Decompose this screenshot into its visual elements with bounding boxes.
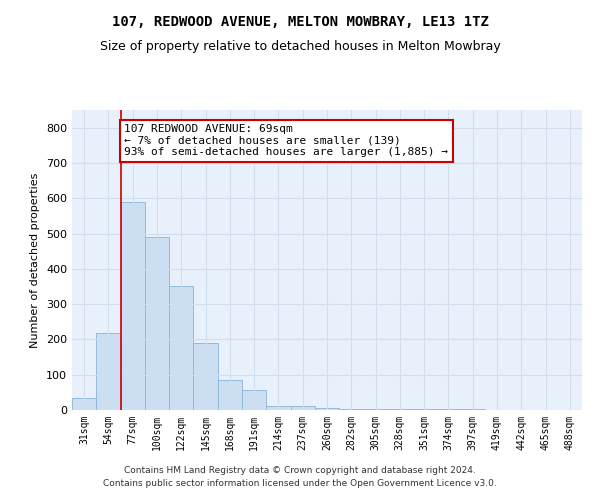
Bar xyxy=(461,409,485,410)
Text: Contains HM Land Registry data © Crown copyright and database right 2024.
Contai: Contains HM Land Registry data © Crown c… xyxy=(103,466,497,487)
Bar xyxy=(218,380,242,410)
Bar xyxy=(290,406,315,410)
Text: 107 REDWOOD AVENUE: 69sqm
← 7% of detached houses are smaller (139)
93% of semi-: 107 REDWOOD AVENUE: 69sqm ← 7% of detach… xyxy=(124,124,448,158)
Bar xyxy=(266,406,290,410)
Y-axis label: Number of detached properties: Number of detached properties xyxy=(31,172,40,348)
Text: 107, REDWOOD AVENUE, MELTON MOWBRAY, LE13 1TZ: 107, REDWOOD AVENUE, MELTON MOWBRAY, LE1… xyxy=(112,15,488,29)
Bar xyxy=(96,333,121,410)
Bar xyxy=(145,237,169,410)
Bar xyxy=(72,398,96,410)
Bar xyxy=(121,202,145,410)
Bar xyxy=(388,409,412,410)
Bar xyxy=(364,409,388,410)
Text: Size of property relative to detached houses in Melton Mowbray: Size of property relative to detached ho… xyxy=(100,40,500,53)
Bar xyxy=(339,409,364,410)
Bar xyxy=(315,408,339,410)
Bar xyxy=(193,343,218,410)
Bar xyxy=(169,286,193,410)
Bar xyxy=(242,390,266,410)
Bar xyxy=(412,409,436,410)
Bar xyxy=(436,409,461,410)
